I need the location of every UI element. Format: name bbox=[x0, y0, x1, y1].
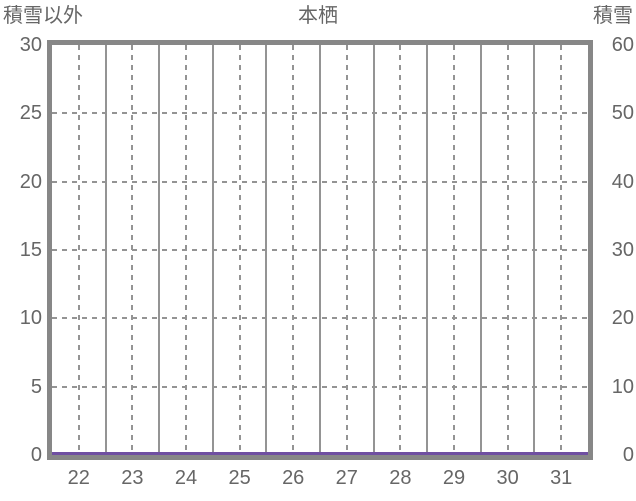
gridline-horizontal-dashed bbox=[52, 385, 588, 388]
gridline-horizontal-dashed bbox=[52, 112, 588, 115]
y-axis-left-tick-label: 30 bbox=[19, 34, 42, 56]
series-line-積雪 bbox=[52, 452, 588, 455]
x-axis-tick-label: 29 bbox=[442, 467, 466, 489]
y-axis-right-tick-label: 0 bbox=[622, 444, 634, 466]
gridline-horizontal-dashed bbox=[52, 249, 588, 251]
x-axis-tick-label: 22 bbox=[67, 467, 90, 489]
y-axis-right-tick-label: 10 bbox=[611, 375, 634, 398]
y-axis-left-tick-label: 5 bbox=[30, 375, 42, 398]
gridline-horizontal-dashed bbox=[52, 180, 588, 183]
gridline-horizontal-dashed bbox=[52, 317, 588, 320]
plot-area bbox=[47, 40, 593, 460]
y-axis-right-tick-label: 20 bbox=[611, 307, 634, 330]
x-axis-tick-label: 24 bbox=[174, 467, 198, 489]
y-axis-left-tick-label: 0 bbox=[30, 444, 42, 466]
y-axis-right-tick-label: 50 bbox=[611, 102, 634, 125]
x-axis-tick-label: 27 bbox=[335, 467, 358, 489]
chart-title: 本栖 bbox=[298, 5, 338, 27]
y-axis-right-tick-label: 30 bbox=[611, 239, 634, 261]
x-axis-tick-label: 25 bbox=[228, 467, 251, 489]
x-axis-tick-label: 31 bbox=[550, 467, 573, 489]
y-axis-right-tick-label: 60 bbox=[611, 34, 634, 56]
y-axis-left-tick-label: 25 bbox=[19, 102, 42, 125]
y-axis-left-tick-label: 10 bbox=[19, 307, 42, 330]
x-axis-tick-label: 26 bbox=[282, 467, 305, 489]
left-axis-title: 積雪以外 bbox=[3, 5, 83, 27]
y-axis-right-tick-label: 40 bbox=[611, 170, 634, 193]
x-axis-tick-label: 23 bbox=[121, 467, 144, 489]
x-axis-tick-label: 28 bbox=[389, 467, 412, 489]
y-axis-left-tick-label: 20 bbox=[19, 170, 42, 193]
y-axis-left-tick-label: 15 bbox=[19, 239, 42, 261]
x-axis-tick-label: 30 bbox=[496, 467, 519, 489]
right-axis-title: 積雪 bbox=[593, 5, 633, 27]
